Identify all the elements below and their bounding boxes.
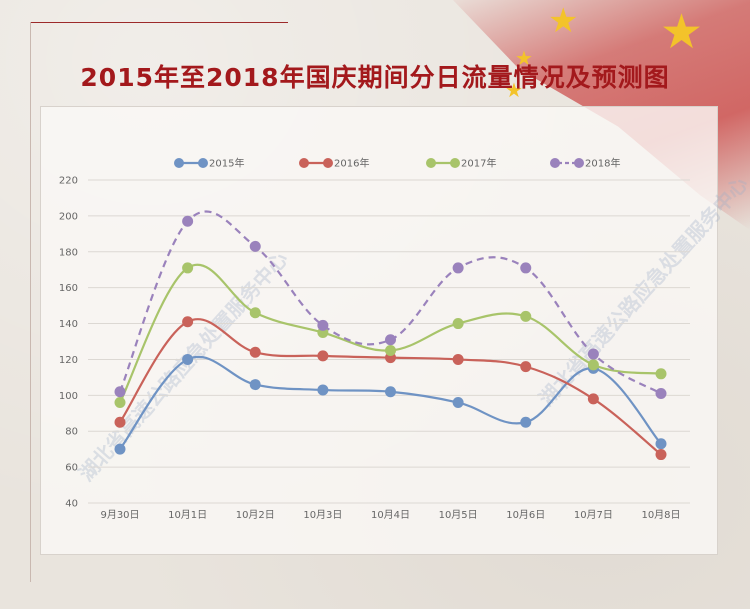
data-point [452,318,464,330]
data-point [655,438,667,450]
legend-marker [426,158,436,168]
y-tick-label: 120 [59,355,78,366]
data-point [655,449,667,461]
data-point [249,346,261,358]
series-layer [114,210,667,461]
data-point [385,344,396,356]
data-point [452,353,464,365]
data-point [317,319,329,331]
series-2015年 [114,353,667,455]
data-point [182,316,194,328]
x-tick-label: 10月5日 [439,509,478,521]
data-point [114,386,126,398]
data-point [114,397,126,409]
chart-panel: 湖北省高速公路应急处置服务中心 湖北省高速公路应急处置服务中心 [40,106,750,555]
data-point [249,307,261,319]
data-point [520,262,532,274]
x-tick-label: 10月6日 [506,509,545,521]
chart-legend: 2015年 2016年 2017年 2018年 [174,157,620,170]
data-point [317,384,329,396]
data-point [452,262,464,274]
data-point [385,334,396,346]
data-point [655,388,667,400]
legend-marker [450,158,460,168]
data-point [655,368,667,380]
frame-left-line [30,22,31,582]
data-point [520,361,532,373]
x-tick-label: 10月3日 [303,509,342,521]
y-tick-label: 60 [65,463,78,474]
series-2018年 [114,210,667,400]
data-point [587,348,599,360]
data-point [114,443,126,455]
data-point [385,386,396,398]
data-point [520,310,532,322]
legend-marker [174,158,184,168]
x-tick-label: 10月2日 [236,509,275,521]
y-tick-label: 160 [59,283,78,294]
y-tick-label: 220 [59,176,78,187]
star-icon: ★ [548,1,579,41]
page-title: 2015年至2018年国庆期间分日流量情况及预测图 [80,63,670,92]
y-tick-label: 80 [65,427,78,438]
data-point [249,240,261,252]
y-tick-label: 200 [59,211,78,222]
legend-label: 2016年 [334,157,369,170]
data-point [317,350,329,362]
data-point [452,397,464,409]
legend-label: 2017年 [461,157,496,170]
legend-marker [550,158,560,168]
data-point [182,262,194,274]
data-point [182,353,194,365]
star-icon: ★ [515,46,533,70]
x-tick-label: 10月1日 [168,509,207,521]
legend-label: 2015年 [209,157,244,170]
data-point [249,379,261,391]
legend-marker [198,158,208,168]
x-tick-label: 9月30日 [100,509,139,521]
x-tick-label: 10月4日 [371,509,410,521]
legend-marker [323,158,333,168]
data-point [114,416,126,428]
data-point [182,215,194,227]
series-line [119,263,662,404]
data-point [520,416,532,428]
y-tick-label: 180 [59,247,78,258]
y-tick-label: 100 [59,391,78,402]
x-tick-label: 10月7日 [574,509,613,521]
series-line [119,355,662,450]
y-tick-label: 40 [65,499,78,510]
data-point [587,393,599,405]
star-icon: ★ [660,4,704,60]
data-point [587,359,599,371]
series-line [118,210,662,395]
y-axis-ticks: 40 60 80 100 120 140 160 180 200 220 [59,176,78,510]
star-icon: ★ [505,78,523,102]
frame-top-line [30,22,288,23]
y-tick-label: 140 [59,319,78,330]
legend-label: 2018年 [585,157,620,170]
legend-marker [299,158,309,168]
x-tick-label: 10月8日 [641,509,680,521]
legend-marker [574,158,584,168]
x-axis-ticks: 9月30日 10月1日 10月2日 10月3日 10月4日 10月5日 10月6日 10月7日… [100,509,680,521]
